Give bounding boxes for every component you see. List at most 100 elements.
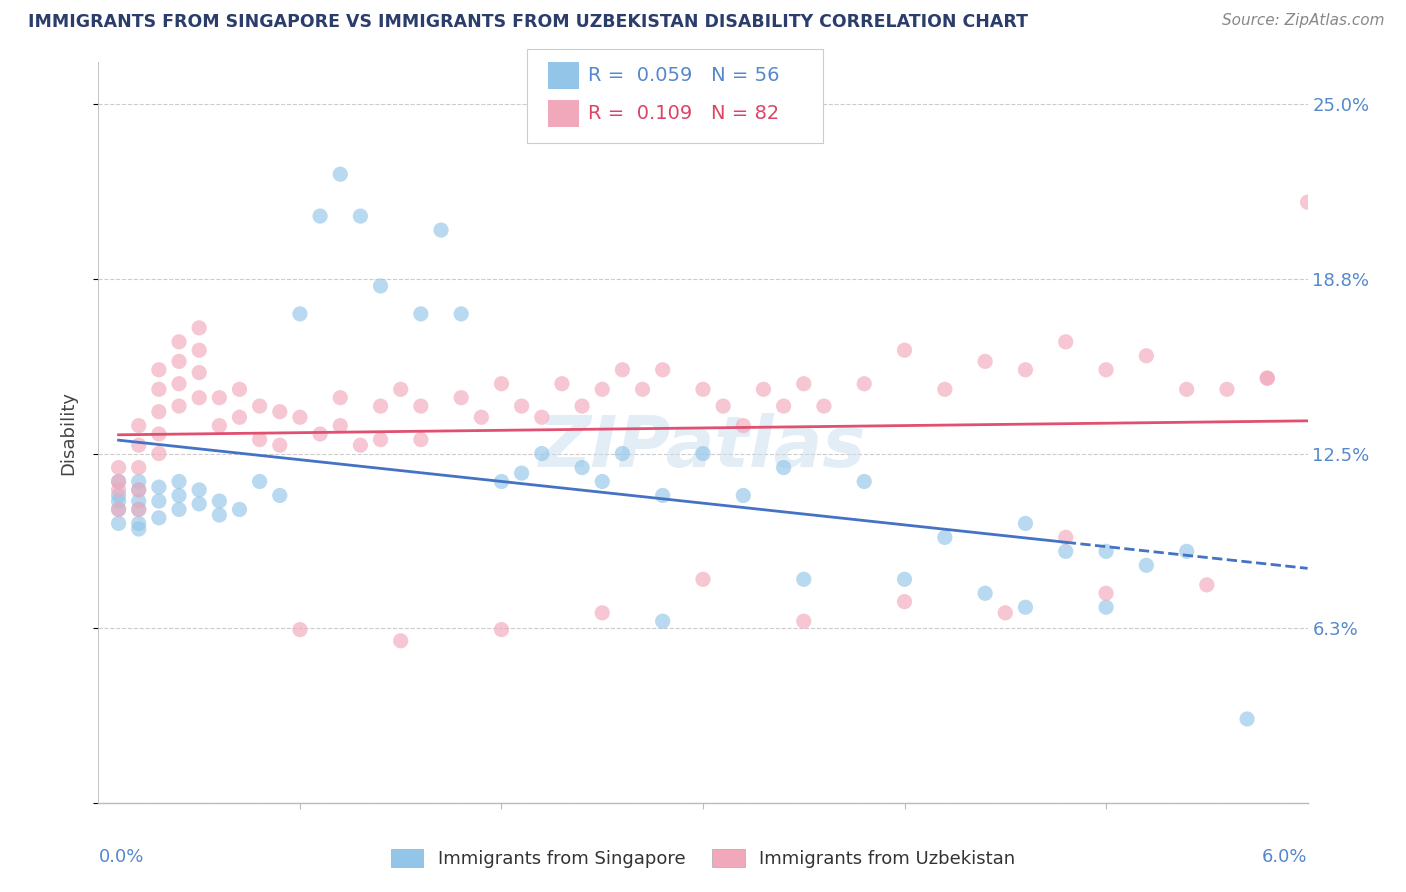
Point — [530, 410, 553, 425]
Point — [510, 399, 533, 413]
Point — [772, 399, 794, 413]
Text: Source: ZipAtlas.com: Source: ZipAtlas.com — [1222, 13, 1385, 29]
Point — [772, 460, 794, 475]
Point — [128, 460, 150, 475]
Point — [692, 572, 714, 586]
Point — [1054, 334, 1077, 349]
Text: R =  0.109   N = 82: R = 0.109 N = 82 — [588, 103, 779, 123]
Point — [288, 410, 311, 425]
Point — [148, 427, 170, 442]
Point — [711, 399, 734, 413]
Point — [309, 427, 332, 442]
Point — [249, 399, 271, 413]
Point — [793, 614, 815, 628]
Point — [148, 494, 170, 508]
Point — [148, 511, 170, 525]
Text: ZIPatlas: ZIPatlas — [540, 413, 866, 482]
Point — [1014, 600, 1036, 615]
Point — [128, 438, 150, 452]
Point — [167, 399, 190, 413]
Point — [409, 307, 432, 321]
Point — [208, 418, 231, 433]
Point — [329, 418, 352, 433]
Point — [188, 497, 211, 511]
Point — [409, 433, 432, 447]
Point — [148, 446, 170, 460]
Point — [167, 488, 190, 502]
Point — [1296, 195, 1319, 210]
Point — [128, 502, 150, 516]
Point — [752, 382, 775, 396]
Point — [329, 391, 352, 405]
Point — [893, 343, 915, 358]
Point — [370, 433, 392, 447]
Point — [1175, 544, 1198, 558]
Point — [893, 594, 915, 608]
Point — [107, 460, 129, 475]
Point — [228, 382, 250, 396]
Point — [107, 516, 129, 531]
Point — [571, 399, 593, 413]
Point — [288, 307, 311, 321]
Point — [1095, 586, 1118, 600]
Point — [389, 382, 412, 396]
Point — [128, 522, 150, 536]
Point — [349, 209, 371, 223]
Point — [974, 354, 997, 368]
Point — [148, 363, 170, 377]
Point — [853, 475, 876, 489]
Point — [1256, 371, 1278, 385]
Point — [1054, 530, 1077, 544]
Point — [249, 433, 271, 447]
Point — [370, 279, 392, 293]
Point — [228, 410, 250, 425]
Point — [208, 494, 231, 508]
Text: IMMIGRANTS FROM SINGAPORE VS IMMIGRANTS FROM UZBEKISTAN DISABILITY CORRELATION C: IMMIGRANTS FROM SINGAPORE VS IMMIGRANTS … — [28, 13, 1028, 31]
Point — [1014, 516, 1036, 531]
Point — [167, 376, 190, 391]
Point — [128, 483, 150, 497]
Point — [188, 343, 211, 358]
Y-axis label: Disability: Disability — [59, 391, 77, 475]
Point — [793, 376, 815, 391]
Point — [188, 321, 211, 335]
Point — [107, 475, 129, 489]
Point — [491, 376, 513, 391]
Point — [1135, 558, 1157, 573]
Point — [612, 363, 634, 377]
Point — [813, 399, 835, 413]
Point — [167, 475, 190, 489]
Point — [128, 418, 150, 433]
Point — [1014, 363, 1036, 377]
Point — [1095, 363, 1118, 377]
Point — [530, 446, 553, 460]
Point — [551, 376, 574, 391]
Point — [389, 633, 412, 648]
Point — [853, 376, 876, 391]
Point — [370, 399, 392, 413]
Point — [571, 460, 593, 475]
Point — [450, 307, 472, 321]
Point — [1175, 382, 1198, 396]
Point — [188, 366, 211, 380]
Point — [167, 354, 190, 368]
Point — [128, 502, 150, 516]
Point — [208, 508, 231, 522]
Point — [128, 516, 150, 531]
Point — [1095, 544, 1118, 558]
Point — [591, 382, 613, 396]
Point — [733, 418, 755, 433]
Point — [491, 475, 513, 489]
Point — [692, 446, 714, 460]
Point — [733, 488, 755, 502]
Point — [128, 475, 150, 489]
Text: 6.0%: 6.0% — [1263, 847, 1308, 865]
Point — [228, 502, 250, 516]
Point — [167, 334, 190, 349]
Point — [269, 488, 291, 502]
Point — [148, 382, 170, 396]
Point — [491, 623, 513, 637]
Point — [450, 391, 472, 405]
Point — [188, 483, 211, 497]
Point — [329, 167, 352, 181]
